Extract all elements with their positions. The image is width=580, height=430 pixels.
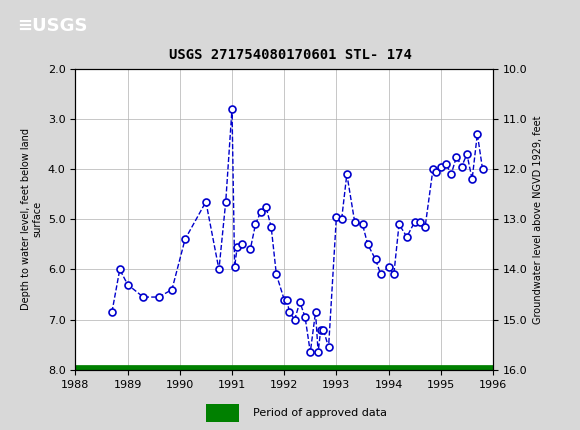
Y-axis label: Depth to water level, feet below land
surface: Depth to water level, feet below land su… bbox=[21, 128, 42, 310]
Text: USGS 271754080170601 STL- 174: USGS 271754080170601 STL- 174 bbox=[169, 48, 411, 62]
Text: Period of approved data: Period of approved data bbox=[253, 408, 387, 418]
Y-axis label: Groundwater level above NGVD 1929, feet: Groundwater level above NGVD 1929, feet bbox=[533, 115, 543, 323]
Bar bbox=[206, 404, 239, 422]
Text: ≡USGS: ≡USGS bbox=[17, 17, 88, 35]
